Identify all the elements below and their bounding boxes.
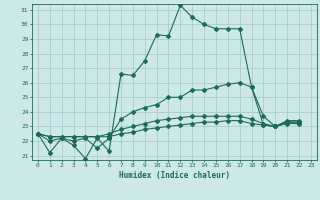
X-axis label: Humidex (Indice chaleur): Humidex (Indice chaleur) <box>119 171 230 180</box>
